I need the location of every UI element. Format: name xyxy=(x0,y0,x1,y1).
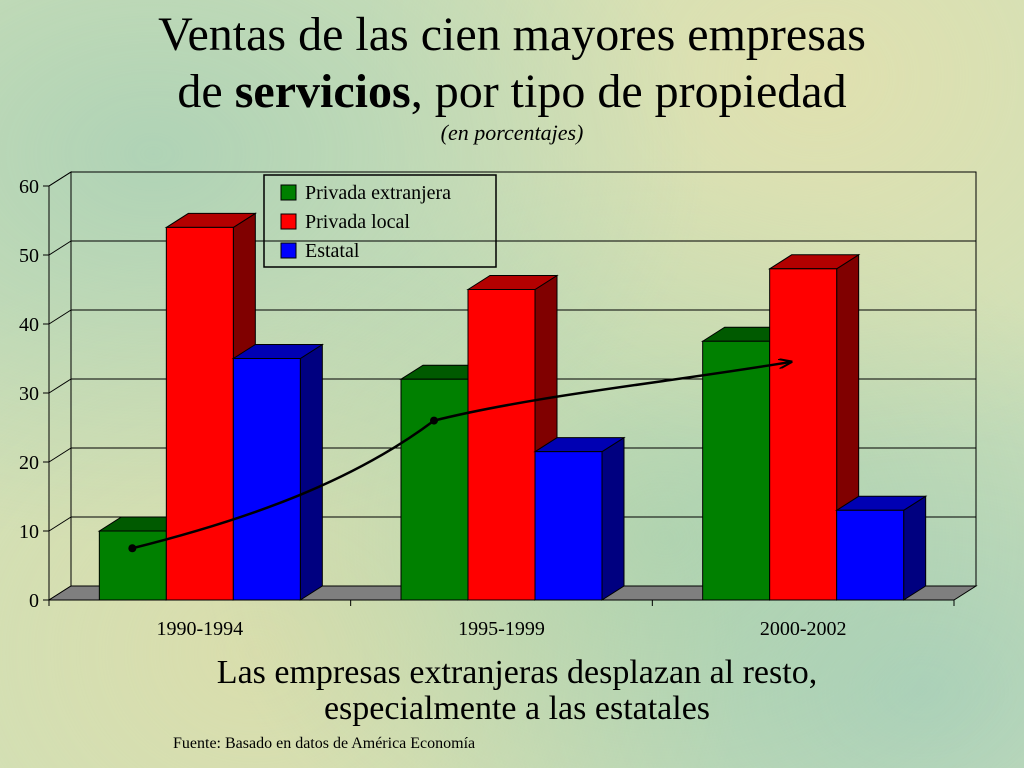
gridline-side xyxy=(48,378,72,394)
bar xyxy=(231,343,325,601)
bar-front xyxy=(702,340,771,601)
bar-chart: 0 10 20 30 40 50 60 1990-1994 1995-1999 2000-200… xyxy=(19,171,978,640)
title-suffix: , por tipo de propiedad xyxy=(410,65,847,118)
title-bold-word: servicios xyxy=(234,65,411,118)
bar-side xyxy=(299,343,323,601)
gridline-side xyxy=(48,171,72,187)
legend-swatch xyxy=(280,184,297,201)
bar-side xyxy=(601,436,625,601)
bar-front xyxy=(467,289,536,601)
x-tick-label: 1990-1994 xyxy=(156,618,243,640)
gridline-side xyxy=(48,309,72,325)
legend-label: Estatal xyxy=(305,240,360,262)
caption-line1: Las empresas extranjeras desplazan al re… xyxy=(216,654,818,691)
legend-label: Privada extranjera xyxy=(305,182,451,204)
legend-swatch xyxy=(280,213,297,230)
y-tick-label: 10 xyxy=(19,521,39,543)
y-tick-label: 40 xyxy=(19,314,39,336)
trend-line xyxy=(128,362,790,553)
gridline-side xyxy=(48,516,72,532)
bar-front xyxy=(400,378,469,601)
bar-side xyxy=(903,495,927,601)
gridline-side xyxy=(48,240,72,256)
bar-front xyxy=(232,358,301,601)
x-tick-label: 1995-1999 xyxy=(458,618,545,640)
x-axis: 1990-1994 1995-1999 2000-2002 xyxy=(48,599,955,640)
y-axis: 0 10 20 30 40 50 60 xyxy=(19,176,50,612)
x-tick-label: 2000-2002 xyxy=(760,618,847,640)
legend-label: Privada local xyxy=(305,211,410,233)
y-tick-label: 60 xyxy=(19,176,39,198)
chart-bars xyxy=(97,212,928,601)
legend-swatch xyxy=(280,242,297,259)
chart-title-line2: de servicios, por tipo de propiedad xyxy=(0,65,1024,119)
bar-front xyxy=(769,268,838,601)
caption-line2: especialmente a las estatales xyxy=(323,690,711,727)
legend: Privada extranjera Privada local Estatal xyxy=(263,174,497,268)
trend-point xyxy=(128,544,137,553)
chart-subtitle: (en porcentajes) xyxy=(440,120,584,145)
y-tick-label: 50 xyxy=(19,245,39,267)
legend-box xyxy=(263,174,497,268)
source-note: Fuente: Basado en datos de América Econo… xyxy=(173,735,476,752)
gridline-side xyxy=(48,447,72,463)
y-tick-label: 30 xyxy=(19,383,39,405)
y-tick-label: 0 xyxy=(29,590,39,612)
trend-point xyxy=(430,416,438,425)
bar-front xyxy=(534,451,603,601)
bar xyxy=(834,495,928,601)
bar-front xyxy=(165,226,234,601)
bar xyxy=(533,436,626,601)
title-prefix: de xyxy=(177,65,235,118)
bar-front xyxy=(836,509,905,601)
y-tick-label: 20 xyxy=(19,452,39,474)
chart-title-line1: Ventas de las cien mayores empresas xyxy=(158,8,866,61)
